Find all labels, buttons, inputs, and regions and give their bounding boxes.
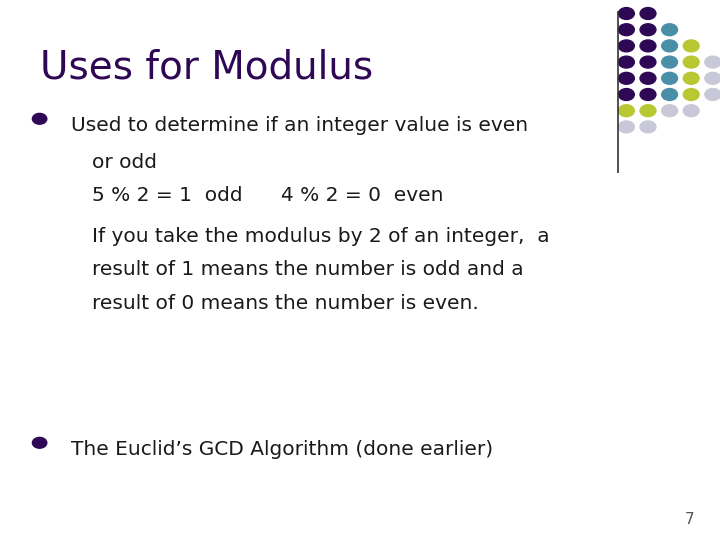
Text: or odd: or odd xyxy=(92,153,157,172)
Circle shape xyxy=(705,56,720,68)
Text: If you take the modulus by 2 of an integer,  a: If you take the modulus by 2 of an integ… xyxy=(92,227,550,246)
Circle shape xyxy=(618,24,634,36)
Circle shape xyxy=(662,40,678,52)
Circle shape xyxy=(662,89,678,100)
Circle shape xyxy=(640,24,656,36)
Circle shape xyxy=(683,105,699,117)
Circle shape xyxy=(683,89,699,100)
Circle shape xyxy=(683,56,699,68)
Circle shape xyxy=(640,72,656,84)
Circle shape xyxy=(618,40,634,52)
Text: Uses for Modulus: Uses for Modulus xyxy=(40,49,373,86)
Circle shape xyxy=(662,24,678,36)
Circle shape xyxy=(640,56,656,68)
Circle shape xyxy=(662,72,678,84)
Circle shape xyxy=(640,8,656,19)
Circle shape xyxy=(618,72,634,84)
Circle shape xyxy=(705,72,720,84)
Circle shape xyxy=(662,56,678,68)
Circle shape xyxy=(618,105,634,117)
Text: result of 0 means the number is even.: result of 0 means the number is even. xyxy=(92,294,479,313)
Circle shape xyxy=(640,121,656,133)
Circle shape xyxy=(32,113,47,124)
Circle shape xyxy=(640,40,656,52)
Circle shape xyxy=(683,72,699,84)
Circle shape xyxy=(662,105,678,117)
Circle shape xyxy=(618,56,634,68)
Text: Used to determine if an integer value is even: Used to determine if an integer value is… xyxy=(71,116,528,135)
Circle shape xyxy=(618,121,634,133)
Text: 7: 7 xyxy=(685,511,695,526)
Circle shape xyxy=(705,89,720,100)
Circle shape xyxy=(640,105,656,117)
Text: The Euclid’s GCD Algorithm (done earlier): The Euclid’s GCD Algorithm (done earlier… xyxy=(71,440,492,459)
Circle shape xyxy=(618,8,634,19)
Circle shape xyxy=(683,40,699,52)
Circle shape xyxy=(32,437,47,448)
Circle shape xyxy=(618,89,634,100)
Text: result of 1 means the number is odd and a: result of 1 means the number is odd and … xyxy=(92,260,523,279)
Text: 5 % 2 = 1  odd      4 % 2 = 0  even: 5 % 2 = 1 odd 4 % 2 = 0 even xyxy=(92,186,444,205)
Circle shape xyxy=(640,89,656,100)
